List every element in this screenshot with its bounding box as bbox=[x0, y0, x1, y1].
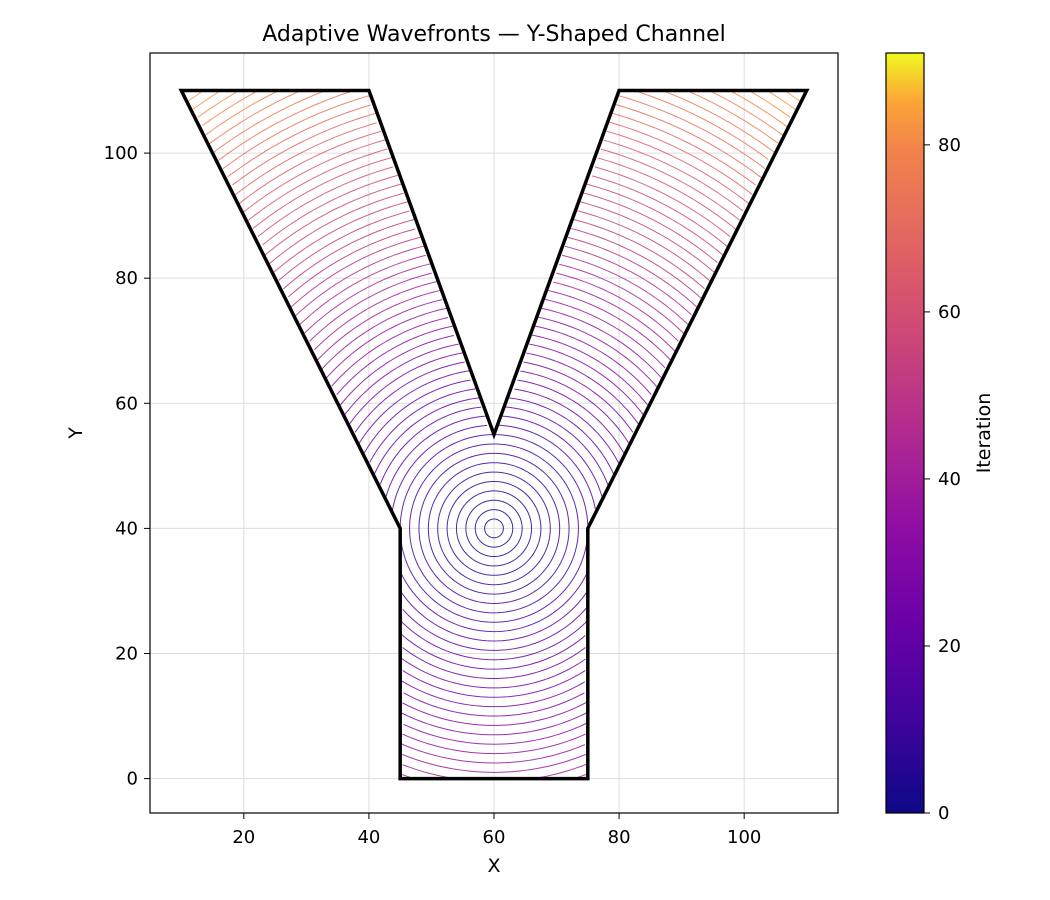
wavefront-curve bbox=[326, 307, 662, 755]
wavefront-curve bbox=[222, 94, 766, 170]
y-tick-label: 20 bbox=[115, 643, 138, 664]
x-axis: 20 40 60 80 100 bbox=[232, 813, 761, 848]
y-tick-label: 80 bbox=[115, 268, 138, 289]
wavefront-curve bbox=[233, 121, 753, 197]
wavefront-curve bbox=[202, 90, 788, 128]
wavefront-curve bbox=[316, 289, 672, 773]
wavefront-curve bbox=[309, 272, 679, 779]
wavefront-curve bbox=[294, 245, 692, 317]
wavefront-curve bbox=[474, 509, 514, 548]
wavefront-curve bbox=[273, 201, 715, 273]
colorbar-tick-label: 0 bbox=[938, 803, 949, 824]
wavefront-curve bbox=[304, 263, 685, 335]
wavefront-curve bbox=[331, 316, 658, 745]
wavefront-curve bbox=[446, 480, 542, 576]
colorbar-title: Iteration bbox=[973, 393, 995, 474]
wavefront-curve bbox=[197, 91, 791, 118]
wavefront-curve bbox=[437, 471, 551, 586]
channel-outline bbox=[178, 88, 810, 781]
wavefront-curve bbox=[257, 166, 731, 238]
x-tick-label: 100 bbox=[727, 827, 761, 848]
wavefront-curve bbox=[268, 192, 718, 265]
wavefront-curve bbox=[385, 415, 603, 642]
colorbar bbox=[885, 52, 925, 814]
wavefront-curve bbox=[188, 91, 800, 102]
wavefronts bbox=[183, 90, 800, 780]
wavefront-curve bbox=[243, 139, 744, 213]
wavefront-curve bbox=[203, 90, 785, 137]
wavefront-curve bbox=[289, 236, 699, 309]
wavefront-curve bbox=[278, 210, 712, 283]
wavefront-curve bbox=[455, 490, 533, 567]
wavefront-curve bbox=[465, 499, 523, 558]
wavefront-curve bbox=[217, 90, 769, 161]
wavefront-curve bbox=[213, 91, 775, 153]
colorbar-tick-label: 40 bbox=[938, 469, 961, 490]
wavefront-curve bbox=[344, 343, 644, 717]
x-axis-title: X bbox=[487, 855, 500, 877]
wavefront-curve bbox=[238, 130, 750, 205]
wavefront-curve bbox=[349, 352, 640, 708]
wavefront-curve bbox=[208, 90, 778, 145]
wavefront-curve bbox=[391, 424, 596, 633]
y-tick-label: 100 bbox=[104, 143, 138, 164]
wavefront-curve bbox=[357, 370, 629, 689]
wavefront-curve bbox=[299, 254, 689, 325]
wavefront-curve bbox=[227, 103, 763, 179]
wavefront-curve bbox=[321, 298, 666, 764]
wavefront-curve bbox=[369, 388, 620, 670]
chart-title: Adaptive Wavefronts — Y-Shaped Channel bbox=[262, 22, 725, 47]
x-tick-label: 80 bbox=[608, 827, 631, 848]
channel-outline-layer bbox=[178, 88, 810, 781]
wavefront-curve bbox=[336, 325, 652, 736]
wavefront-curve bbox=[252, 156, 737, 231]
wavefront-curve bbox=[484, 518, 504, 539]
wavefront-curve bbox=[248, 148, 740, 221]
y-tick-label: 40 bbox=[115, 518, 138, 539]
y-tick-label: 0 bbox=[127, 769, 138, 790]
wavefront-curve bbox=[283, 219, 705, 290]
wavefront-curve bbox=[338, 334, 648, 726]
x-tick-label: 20 bbox=[232, 827, 255, 848]
x-tick-label: 40 bbox=[357, 827, 380, 848]
colorbar-tick-label: 20 bbox=[938, 636, 961, 657]
wavefront-curve bbox=[314, 281, 676, 780]
wavefront-curve bbox=[192, 90, 797, 111]
x-tick-label: 60 bbox=[483, 827, 506, 848]
wavefront-curve bbox=[379, 406, 609, 651]
wavefront-curve bbox=[262, 174, 728, 247]
colorbar-tick-label: 80 bbox=[938, 135, 961, 156]
colorbar-axis: 0 20 40 60 80 bbox=[924, 135, 961, 824]
wavefront-curve bbox=[264, 183, 724, 257]
wavefront-curve bbox=[373, 397, 615, 661]
wavefront-curve bbox=[427, 462, 561, 595]
wavefront-curve bbox=[232, 112, 756, 186]
y-axis-title: Y bbox=[65, 427, 87, 440]
wavefront-curve bbox=[287, 227, 702, 299]
wavefront-curve bbox=[354, 361, 634, 698]
y-axis: 0 20 40 60 80 100 bbox=[104, 143, 150, 790]
colorbar-tick-label: 60 bbox=[938, 302, 961, 323]
wavefront-curve bbox=[363, 379, 625, 680]
wavefront-curve bbox=[418, 452, 570, 604]
y-tick-label: 60 bbox=[115, 393, 138, 414]
wavefront-curve bbox=[409, 443, 579, 614]
